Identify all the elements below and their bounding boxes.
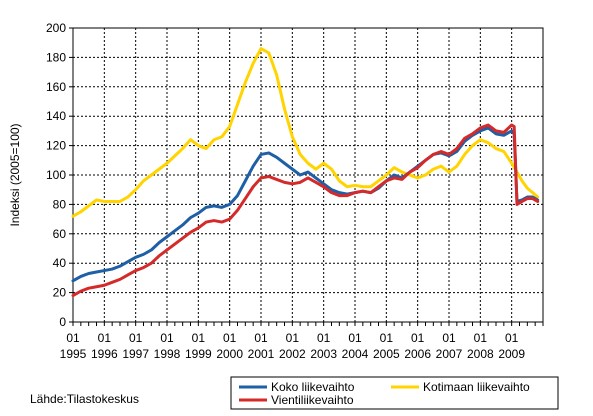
legend-label: Vientiliikevaihto [271, 393, 354, 407]
x-tick-month: 01 [505, 331, 519, 345]
x-tick-label: 01 1995 [60, 331, 87, 361]
x-tick-month: 01 [411, 331, 425, 345]
legend: Koko liikevaihto Kotimaan liikevaihto Vien… [230, 376, 559, 410]
x-tick-year: 2000 [216, 347, 243, 361]
series-line-kotimaan-liikevaihto [71, 47, 540, 218]
y-tick-label: 0 [59, 315, 66, 329]
legend-item: Koko liikevaihto [239, 380, 355, 394]
x-tick-label: 01 1999 [185, 331, 212, 361]
x-tick-year: 1998 [154, 347, 181, 361]
x-tick-year: 2005 [373, 347, 400, 361]
x-tick-label: 01 2008 [467, 331, 494, 361]
x-tick-year: 2001 [248, 347, 275, 361]
x-tick-label: 01 1996 [91, 331, 118, 361]
x-tick-month: 01 [380, 331, 394, 345]
x-tick-month: 01 [98, 331, 112, 345]
x-tick-month: 01 [348, 331, 362, 345]
y-tick-label: 180 [46, 50, 66, 64]
x-tick-year: 2007 [436, 347, 463, 361]
legend-label: Kotimaan liikevaihto [423, 380, 530, 394]
y-tick-label: 140 [46, 109, 66, 123]
legend-label: Koko liikevaihto [271, 380, 355, 394]
x-tick-label: 01 2002 [279, 331, 306, 361]
x-tick-label: 01 2003 [310, 331, 337, 361]
x-tick-month: 01 [317, 331, 331, 345]
x-tick-year: 2009 [498, 347, 525, 361]
x-tick-year: 1995 [60, 347, 87, 361]
x-tick-label: 01 2004 [342, 331, 369, 361]
y-tick-label: 200 [46, 21, 66, 35]
x-tick-label: 01 2009 [498, 331, 525, 361]
x-tick-year: 1997 [122, 347, 149, 361]
y-axis-title: Indeksi (2005=100) [8, 123, 22, 226]
legend-item: Kotimaan liikevaihto [391, 380, 530, 394]
x-tick-label: 01 1997 [122, 331, 149, 361]
x-tick-month: 01 [223, 331, 237, 345]
x-tick-label: 01 1998 [154, 331, 181, 361]
x-tick-month: 01 [160, 331, 174, 345]
x-tick-year: 2008 [467, 347, 494, 361]
x-tick-year: 1999 [185, 347, 212, 361]
x-tick-labels: 01 1995 01 1996 01 1997 01 1998 01 1999 01 2000 01 20… [60, 331, 526, 361]
x-tick-month: 01 [474, 331, 488, 345]
x-tick-month: 01 [66, 331, 80, 345]
x-tick-year: 2006 [404, 347, 431, 361]
legend-box [230, 376, 559, 410]
y-tick-label: 60 [53, 227, 67, 241]
y-tick-label: 120 [46, 139, 66, 153]
series-lines [71, 47, 540, 298]
x-tick-label: 01 2007 [436, 331, 463, 361]
x-tick-year: 2003 [310, 347, 337, 361]
x-tick-month: 01 [286, 331, 300, 345]
y-tick-label: 40 [53, 256, 67, 270]
axes [69, 27, 544, 326]
y-tick-label: 160 [46, 80, 66, 94]
x-tick-year: 2004 [342, 347, 369, 361]
x-tick-month: 01 [442, 331, 456, 345]
x-tick-year: 1996 [91, 347, 118, 361]
series-line-koko-liikevaihto [71, 126, 540, 283]
x-tick-label: 01 2001 [248, 331, 275, 361]
legend-item: Vientiliikevaihto [239, 393, 354, 407]
y-tick-label: 80 [53, 197, 67, 211]
source-label: Lähde:Tilastokeskus [30, 392, 139, 406]
y-tick-label: 20 [53, 286, 67, 300]
x-tick-year: 2002 [279, 347, 306, 361]
series-line-vientiliikevaihto [71, 123, 540, 298]
x-tick-month: 01 [192, 331, 206, 345]
x-tick-label: 01 2000 [216, 331, 243, 361]
y-tick-labels: 0 20 40 60 80 100 120 140 160 180 200 [46, 21, 66, 329]
x-tick-month: 01 [254, 331, 268, 345]
gridlines [73, 28, 543, 322]
x-tick-label: 01 2005 [373, 331, 400, 361]
plot-area [72, 27, 544, 323]
y-tick-label: 100 [46, 168, 66, 182]
x-tick-label: 01 2006 [404, 331, 431, 361]
x-tick-month: 01 [129, 331, 143, 345]
